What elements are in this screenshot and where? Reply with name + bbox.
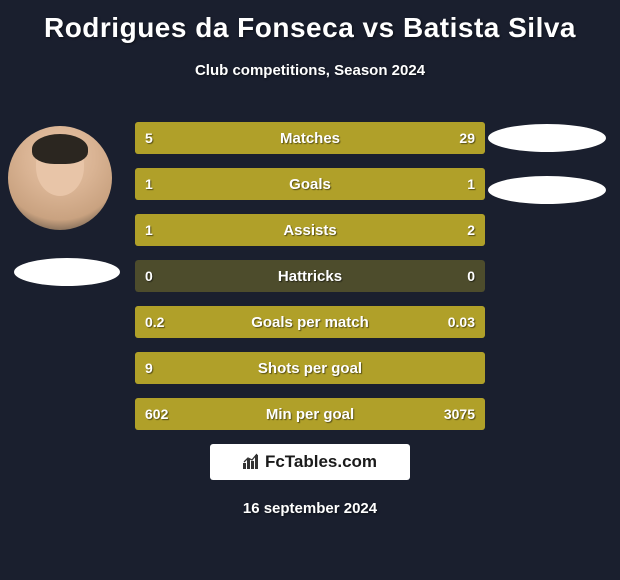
stat-row: 0.2Goals per match0.03 — [135, 306, 485, 338]
stat-row: 0Hattricks0 — [135, 260, 485, 292]
stat-label: Goals per match — [135, 314, 485, 331]
stat-value-right: 29 — [459, 130, 475, 146]
stat-row: 1Goals1 — [135, 168, 485, 200]
stat-value-right: 1 — [467, 176, 475, 192]
page-title: Rodrigues da Fonseca vs Batista Silva — [0, 0, 620, 44]
stats-container: 5Matches291Goals11Assists20Hattricks00.2… — [135, 122, 485, 444]
stat-label: Hattricks — [135, 268, 485, 285]
stat-value-right: 3075 — [444, 406, 475, 422]
stat-label: Goals — [135, 176, 485, 193]
stat-label: Matches — [135, 130, 485, 147]
player-right-name-ellipse — [488, 176, 606, 204]
stat-value-right: 0.03 — [448, 314, 475, 330]
subtitle: Club competitions, Season 2024 — [0, 62, 620, 79]
stat-row: 5Matches29 — [135, 122, 485, 154]
branding-badge: FcTables.com — [210, 444, 410, 480]
branding-text: FcTables.com — [265, 452, 377, 472]
player-left-avatar — [8, 126, 112, 230]
stat-label: Assists — [135, 222, 485, 239]
stat-label: Shots per goal — [135, 360, 485, 377]
branding-icon — [243, 453, 261, 472]
stat-row: 602Min per goal3075 — [135, 398, 485, 430]
player-right-avatar-ellipse — [488, 124, 606, 152]
stat-value-right: 2 — [467, 222, 475, 238]
stat-row: 1Assists2 — [135, 214, 485, 246]
stat-row: 9Shots per goal — [135, 352, 485, 384]
stat-value-right: 0 — [467, 268, 475, 284]
stat-label: Min per goal — [135, 406, 485, 423]
player-left-name-ellipse — [14, 258, 120, 286]
date-label: 16 september 2024 — [0, 500, 620, 517]
